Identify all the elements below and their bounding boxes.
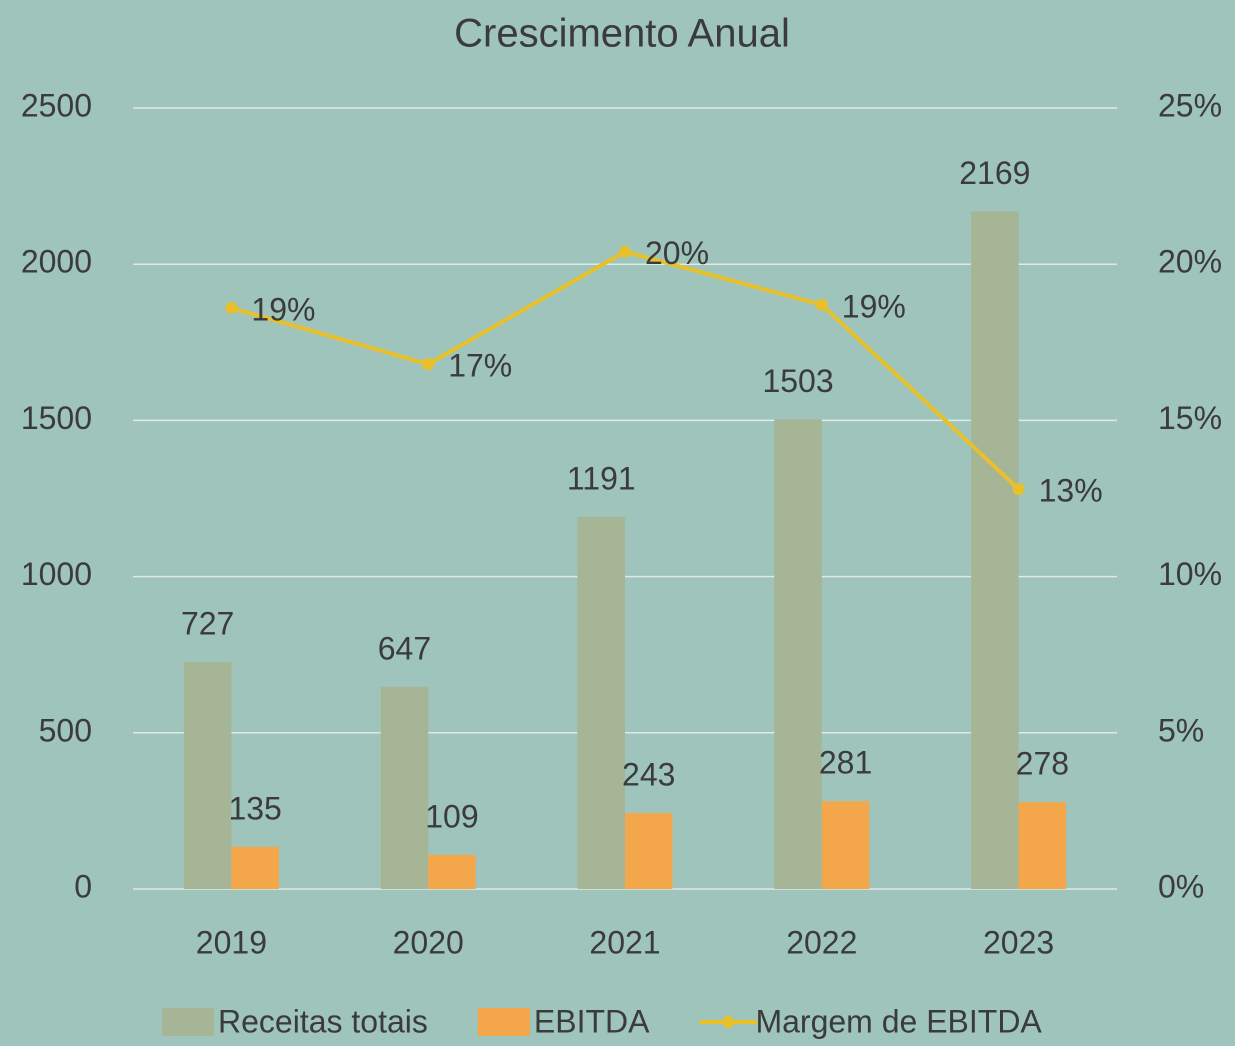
data-label: 20% bbox=[645, 235, 709, 271]
y-tick-label: 0 bbox=[74, 868, 92, 904]
data-label: 1503 bbox=[762, 363, 833, 399]
data-label: 278 bbox=[1016, 746, 1069, 782]
line-point bbox=[619, 245, 631, 258]
bar bbox=[1018, 802, 1067, 889]
legend-swatch bbox=[162, 1008, 214, 1036]
legend-swatch bbox=[722, 1016, 735, 1028]
y-tick-label: 2500 bbox=[21, 87, 92, 123]
data-label: 19% bbox=[251, 291, 315, 327]
line-point bbox=[1012, 483, 1025, 496]
x-tick-label: 2019 bbox=[196, 924, 267, 960]
y2-tick-label: 15% bbox=[1158, 400, 1222, 436]
bar bbox=[774, 419, 822, 889]
y2-tick-label: 5% bbox=[1158, 712, 1204, 748]
data-label: 2169 bbox=[959, 155, 1030, 191]
line-point bbox=[815, 298, 828, 311]
data-label: 647 bbox=[378, 630, 431, 666]
x-tick-label: 2021 bbox=[589, 924, 660, 960]
data-label: 17% bbox=[448, 348, 512, 384]
legend-label: Margem de EBITDA bbox=[755, 1003, 1042, 1039]
y-tick-label: 1000 bbox=[21, 556, 92, 592]
x-tick-label: 2023 bbox=[983, 924, 1054, 960]
data-label: 1191 bbox=[567, 460, 636, 496]
bar bbox=[231, 846, 279, 889]
y-tick-label: 500 bbox=[39, 712, 92, 748]
data-label: 13% bbox=[1039, 473, 1103, 509]
y-tick-label: 2000 bbox=[21, 244, 92, 280]
y2-tick-label: 20% bbox=[1158, 244, 1222, 280]
data-label: 135 bbox=[228, 790, 281, 826]
legend-label: EBITDA bbox=[534, 1003, 650, 1039]
chart-title: Crescimento Anual bbox=[454, 12, 790, 56]
y2-tick-label: 25% bbox=[1158, 87, 1222, 123]
x-tick-label: 2020 bbox=[393, 924, 464, 960]
bar bbox=[577, 516, 625, 889]
line-point bbox=[422, 358, 435, 371]
bar bbox=[971, 211, 1019, 889]
data-label: 109 bbox=[425, 798, 478, 834]
legend-label: Receitas totais bbox=[218, 1003, 428, 1039]
data-label: 19% bbox=[842, 288, 906, 324]
bar bbox=[428, 854, 476, 889]
data-label: 281 bbox=[819, 745, 872, 781]
y-tick-label: 1500 bbox=[21, 400, 92, 436]
line-point bbox=[225, 301, 238, 314]
legend-swatch bbox=[477, 1008, 530, 1036]
bar bbox=[380, 686, 429, 889]
y2-tick-label: 0% bbox=[1158, 868, 1204, 904]
y2-tick-label: 10% bbox=[1158, 556, 1222, 592]
bar bbox=[821, 801, 870, 889]
bar bbox=[183, 661, 232, 889]
data-label: 243 bbox=[622, 757, 675, 793]
data-label: 727 bbox=[181, 605, 234, 641]
bar bbox=[625, 813, 673, 889]
x-tick-label: 2022 bbox=[786, 924, 857, 960]
